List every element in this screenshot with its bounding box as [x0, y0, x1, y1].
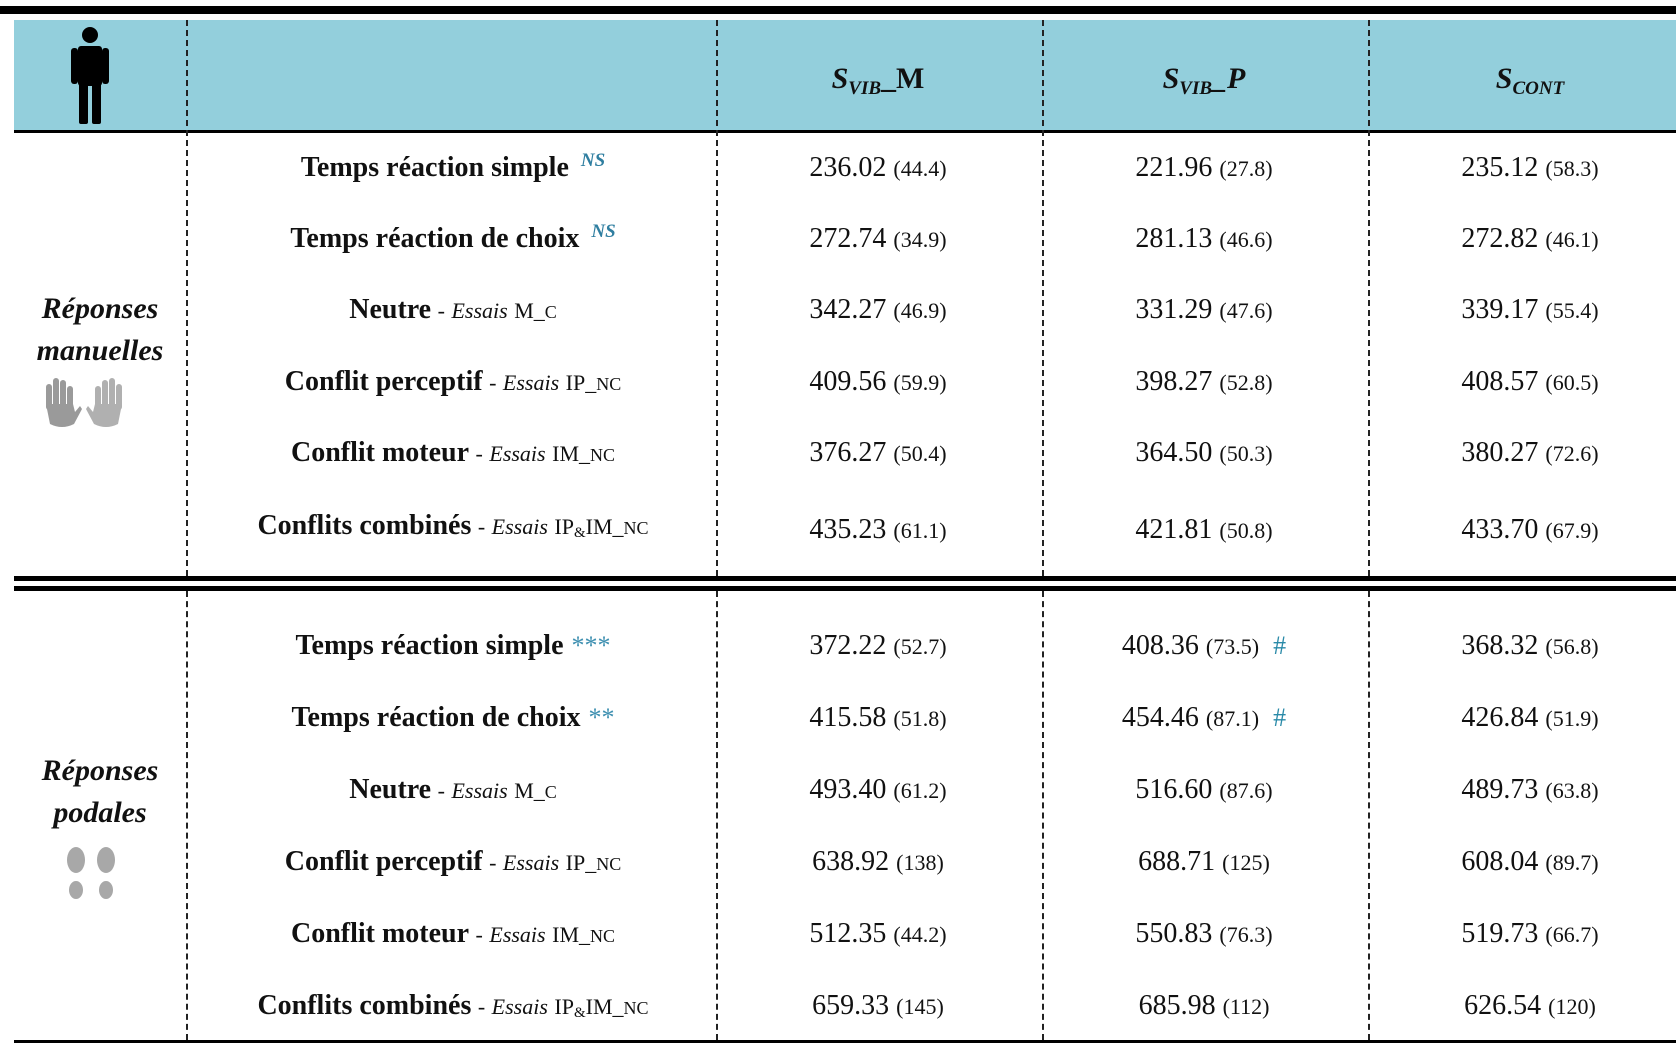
cell-value: 493.40 (61.2) — [809, 774, 947, 805]
standing-person-icon — [71, 27, 109, 124]
cell-value: 415.58 (51.8) — [809, 702, 947, 733]
divider-col2-lower — [1042, 591, 1044, 1040]
cell-value: 519.73 (66.7) — [1461, 918, 1599, 949]
divider-col3-lower — [1368, 591, 1370, 1040]
table-header — [14, 20, 1676, 130]
cell-value: 281.13 (46.6) — [1135, 223, 1273, 254]
cell-value: 339.17 (55.4) — [1461, 294, 1599, 325]
column-header-svib-p: SVIB_P — [1162, 62, 1246, 99]
row-label-perceptual-conflict: Conflit perceptif - Essais IP_NC — [284, 366, 622, 397]
row-label-neutral: Neutre - Essais M_C — [349, 774, 557, 805]
cell-value: 235.12 (58.3) — [1461, 152, 1599, 183]
significance-mark: # — [1273, 703, 1287, 732]
group-label-podal: Réponses podales — [41, 754, 159, 829]
cell-value: 433.70 (67.9) — [1461, 514, 1599, 545]
cell-value: 516.60 (87.6) — [1135, 774, 1273, 805]
row-label-simple-rt: Temps réaction simple *** — [295, 630, 611, 661]
cell-value: 489.73 (63.8) — [1461, 774, 1599, 805]
footprints-icon — [67, 847, 115, 899]
cell-value: 608.04 (89.7) — [1461, 846, 1599, 877]
cell-value: 342.27 (46.9) — [809, 294, 947, 325]
divider-left — [186, 20, 188, 576]
divider-col1-lower — [716, 591, 718, 1040]
section-double-rule-bottom — [14, 586, 1676, 591]
cell-value: 408.36 (73.5) # — [1121, 630, 1287, 661]
header-bottom-rule — [14, 130, 1676, 133]
hands-icon — [46, 378, 122, 427]
cell-value: 626.54 (120) — [1464, 990, 1596, 1021]
column-header-svib-m: SVIB_M — [831, 62, 925, 99]
cell-value: 638.92 (138) — [812, 846, 944, 877]
divider-col3 — [1368, 20, 1370, 576]
cell-value: 688.71 (125) — [1138, 846, 1270, 877]
cell-value: 550.83 (76.3) — [1135, 918, 1273, 949]
cell-value: 272.82 (46.1) — [1461, 223, 1599, 254]
cell-value: 435.23 (61.1) — [809, 514, 947, 545]
cell-value: 272.74 (34.9) — [809, 223, 947, 254]
cell-value: 236.02 (44.4) — [809, 152, 947, 183]
significance-mark: # — [1273, 631, 1287, 660]
cell-value: 659.33 (145) — [812, 990, 944, 1021]
row-label-choice-rt: Temps réaction de choix ** — [291, 702, 615, 733]
cell-value: 221.96 (27.8) — [1135, 152, 1273, 183]
group-label-manual: Réponses manuelles — [36, 292, 164, 367]
row-label-combined-conflicts: Conflits combinés - Essais IP&IM_NC — [257, 990, 649, 1021]
divider-left-lower — [186, 591, 188, 1040]
row-label-motor-conflict: Conflit moteur - Essais IM_NC — [290, 918, 616, 949]
cell-value: 376.27 (50.4) — [809, 437, 947, 468]
row-label-perceptual-conflict: Conflit perceptif - Essais IP_NC — [284, 846, 622, 877]
cell-value: 364.50 (50.3) — [1135, 437, 1273, 468]
table-bottom-rule — [14, 1040, 1676, 1043]
cell-value: 398.27 (52.8) — [1135, 366, 1273, 397]
row-label-choice-rt: Temps réaction de choix NS — [290, 221, 616, 254]
cell-value: 372.22 (52.7) — [809, 630, 947, 661]
row-label-combined-conflicts: Conflits combinés - Essais IP&IM_NC — [257, 510, 649, 541]
cell-value: 421.81 (50.8) — [1135, 514, 1273, 545]
cell-value: 454.46 (87.1) # — [1121, 702, 1287, 733]
row-label-neutral: Neutre - Essais M_C — [349, 294, 557, 325]
row-label-simple-rt: Temps réaction simple NS — [300, 150, 606, 183]
cell-value: 685.98 (112) — [1138, 990, 1270, 1021]
top-rule — [0, 6, 1676, 14]
column-header-scont: SCONT — [1495, 62, 1565, 99]
row-label-motor-conflict: Conflit moteur - Essais IM_NC — [290, 437, 616, 468]
cell-value: 512.35 (44.2) — [809, 918, 947, 949]
cell-value: 426.84 (51.9) — [1461, 702, 1599, 733]
cell-value: 408.57 (60.5) — [1461, 366, 1599, 397]
cell-value: 331.29 (47.6) — [1135, 294, 1273, 325]
cell-value: 409.56 (59.9) — [809, 366, 947, 397]
section-double-rule-top — [14, 576, 1676, 581]
divider-col1 — [716, 20, 718, 576]
cell-value: 368.32 (56.8) — [1461, 630, 1599, 661]
cell-value: 380.27 (72.6) — [1461, 437, 1599, 468]
divider-col2 — [1042, 20, 1044, 576]
